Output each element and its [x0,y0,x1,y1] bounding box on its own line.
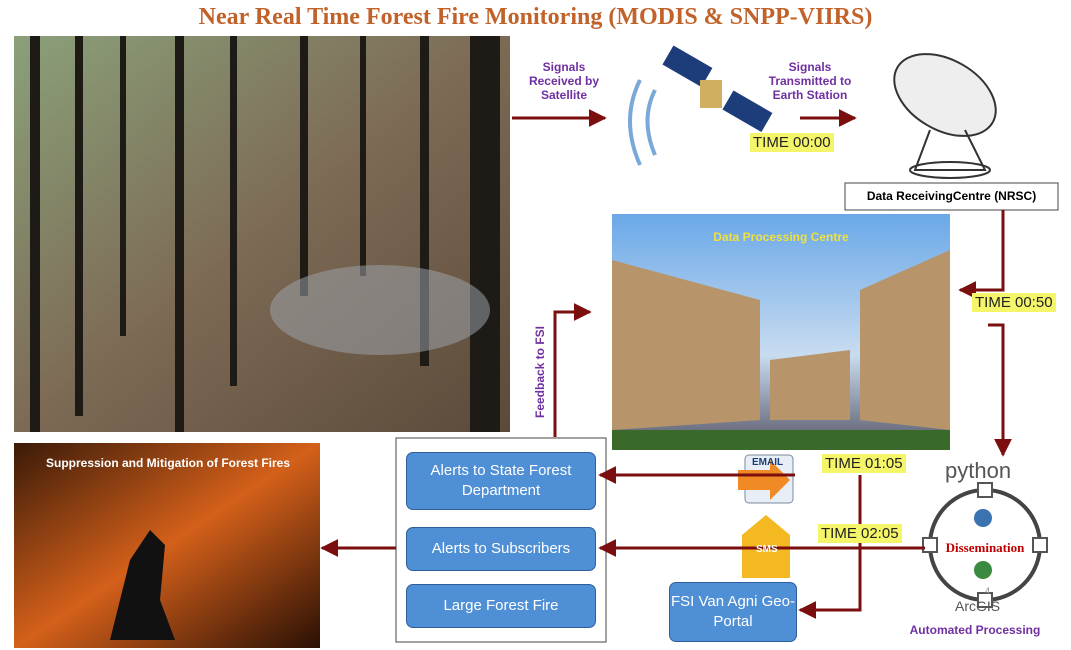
feedback-label: Feedback to FSI [533,317,547,427]
sms-label: SMS [756,544,778,555]
slide: Near Real Time Forest Fire Monitoring (M… [0,0,1071,650]
smoke [270,265,490,355]
signals-transmitted: Signals Transmitted to Earth Station [760,60,860,102]
page-number: 4 [985,586,990,596]
alert-box: Alerts to Subscribers [406,527,596,571]
dish [880,37,1010,178]
time-label: TIME 02:05 [818,524,902,543]
alert-box: Large Forest Fire [406,584,596,628]
fire-photo [14,443,320,648]
title: Near Real Time Forest Fire Monitoring (M… [0,4,1071,31]
alert-box: Alerts to State Forest Department [406,452,596,510]
python-label: python [945,458,1011,484]
time-label: TIME 01:05 [822,454,906,473]
suppression-label: Suppression and Mitigation of Forest Fir… [18,456,318,470]
time-label: TIME 00:50 [972,293,1056,312]
arcgis-label: ArcGIS [955,598,1000,614]
processing-centre: Data Processing Centre [612,230,950,244]
dissemination-label: Dissemination [930,540,1040,556]
automated-label: Automated Processing [900,623,1050,637]
forest-photo [14,36,510,432]
time-label: TIME 00:00 [750,133,834,152]
signals-received: Signals Received by Satellite [518,60,610,102]
email-label: EMAIL [752,457,783,468]
receiving-centre: Data ReceivingCentre (NRSC) [845,189,1058,203]
portal-box: FSI Van Agni Geo-Portal [669,582,797,642]
lawn [612,430,950,450]
